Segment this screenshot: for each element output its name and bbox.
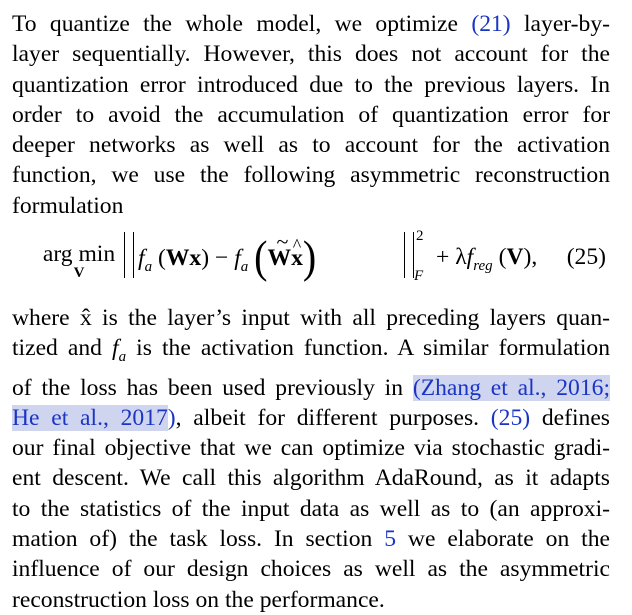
equation-ref-21[interactable]: (21) [471,11,511,37]
paper-page: To quantize the whole model, we optimize… [12,0,618,613]
citation-zhang-2016[interactable]: (Zhang et al., 2016; [412,374,611,401]
regularization-term: + λfreg (V), [436,244,538,274]
norm-bars-right [404,232,414,278]
text-line: To quantize the whole model, we optimize… [12,11,610,37]
norm-subscript: F [414,268,424,284]
text-line: tized and fa is the activation function.… [12,335,610,366]
text-line: layer sequentially. However, this does n… [12,41,610,68]
text-line: function, we use the following asymmetri… [12,162,610,189]
equation-number: (25) [566,244,606,270]
w-tilde-symbol: ~ W [267,229,292,271]
text-line: influence of our design choices as well … [12,556,610,583]
text-line: mation of) the task loss. In section 5 w… [12,526,610,553]
citation-he-2017[interactable]: He et al., 2017 [12,404,168,431]
equation-25: arg min V fa (Wx) − fa (~ W ^ x) 2 F + λfre… [12,226,618,298]
text-line: quantization error introduced due to the… [12,71,610,98]
paragraph-intro: To quantize the whole model, we optimize… [12,9,610,221]
text-line: our final objective that we can optimize… [12,435,610,462]
text-line: order to avoid the accumulation of quant… [12,101,610,128]
text-line: where x̂ is the layer’s input with all p… [12,305,610,331]
text-line: formulation [12,192,124,219]
reconstruction-expression: fa (Wx) − fa (~ W ^ x) [138,229,317,283]
section-ref-5[interactable]: 5 [384,526,397,553]
text-line: of the loss has been used previously in … [12,374,611,401]
text-line: to the statistics of the input data as w… [12,495,610,522]
x-hat-symbol: ^ x [291,235,303,271]
text-line: ent descent. We call this algorithm AdaR… [12,465,610,492]
paragraph-adaround: where x̂ is the layer’s input with all p… [12,303,611,615]
argmin-operator: arg min V [42,241,116,281]
norm-bars-left [124,232,134,278]
equation-ref-25[interactable]: (25) [490,404,531,431]
text-line: deeper networks as well as to account fo… [12,132,610,159]
norm-superscript: 2 [416,228,424,244]
text-line: reconstruction loss on the performance. [12,586,385,613]
text-line: He et al., 2017), albeit for different p… [12,404,610,431]
